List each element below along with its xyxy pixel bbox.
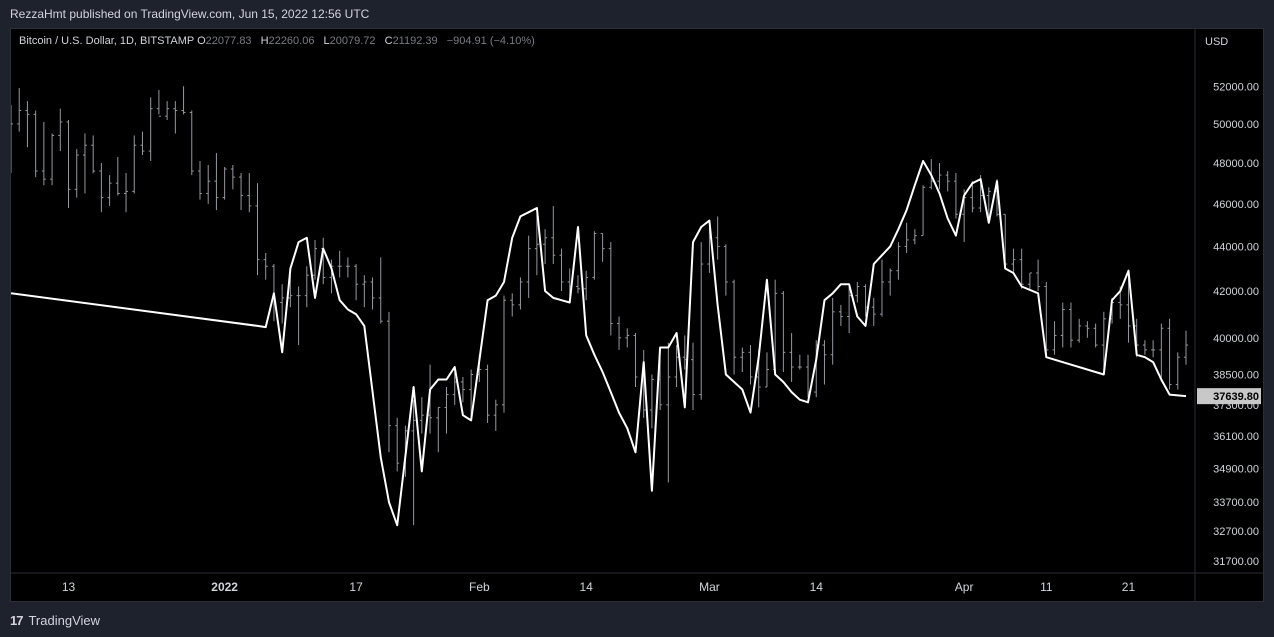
low-label: L [323, 35, 330, 47]
open-value: 22077.83 [205, 35, 252, 47]
y-tick-label: 40000.00 [1213, 333, 1259, 345]
y-tick-label: 36100.00 [1213, 431, 1259, 443]
close-label: C [384, 35, 393, 47]
y-tick-label: 52000.00 [1213, 81, 1259, 93]
open-label: O [197, 35, 206, 47]
x-tick-label: 21 [1122, 580, 1136, 594]
close-value: 21192.39 [392, 35, 438, 47]
last-price-label: 37639.80 [1213, 391, 1259, 403]
x-tick-label: Mar [699, 580, 720, 594]
y-tick-label: 31700.00 [1213, 556, 1259, 568]
x-tick-label: 14 [579, 580, 593, 594]
symbol-legend: Bitcoin / U.S. Dollar, 1D, BITSTAMP O220… [19, 35, 535, 47]
tradingview-logo-icon: 17 [10, 612, 24, 628]
footer[interactable]: 17 TradingView [10, 608, 100, 632]
plot-background [11, 29, 1263, 601]
y-tick-label: 50000.00 [1213, 119, 1259, 131]
y-tick-label: 44000.00 [1213, 241, 1259, 253]
y-tick-label: 46000.00 [1213, 199, 1259, 211]
x-tick-label: Apr [955, 580, 974, 594]
x-tick-label: 2022 [211, 580, 238, 594]
currency-label: USD [1205, 36, 1228, 48]
y-tick-label: 33700.00 [1213, 497, 1259, 509]
x-tick-label: 17 [349, 580, 363, 594]
x-tick-label: Feb [469, 580, 490, 594]
price-chart[interactable]: USD 52000.00 50000.00 48000.00 46000.00 44000… [11, 29, 1264, 602]
drawn-price-line [11, 160, 1187, 527]
high-value: 22260.06 [268, 35, 315, 47]
y-tick-label: 32700.00 [1213, 526, 1259, 538]
y-tick-label: 34900.00 [1213, 464, 1259, 476]
x-tick-label: 13 [62, 580, 76, 594]
published-by-line: RezzaHmt published on TradingView.com, J… [10, 7, 370, 21]
x-tick-label: 14 [810, 580, 824, 594]
x-tick-label: 11 [1040, 580, 1053, 594]
low-value: 20079.72 [329, 35, 376, 47]
change-value: −904.91 (−4.10%) [446, 35, 535, 47]
y-tick-label: 48000.00 [1213, 158, 1259, 170]
y-tick-label: 42000.00 [1213, 286, 1259, 298]
symbol-title: Bitcoin / U.S. Dollar, 1D, BITSTAMP [19, 35, 195, 47]
high-label: H [260, 35, 269, 47]
chart-panel[interactable]: USD 52000.00 50000.00 48000.00 46000.00 44000… [10, 28, 1264, 602]
y-tick-label: 38500.00 [1213, 369, 1259, 381]
brand-name: TradingView [28, 612, 101, 628]
last-price-badge [1197, 388, 1261, 405]
